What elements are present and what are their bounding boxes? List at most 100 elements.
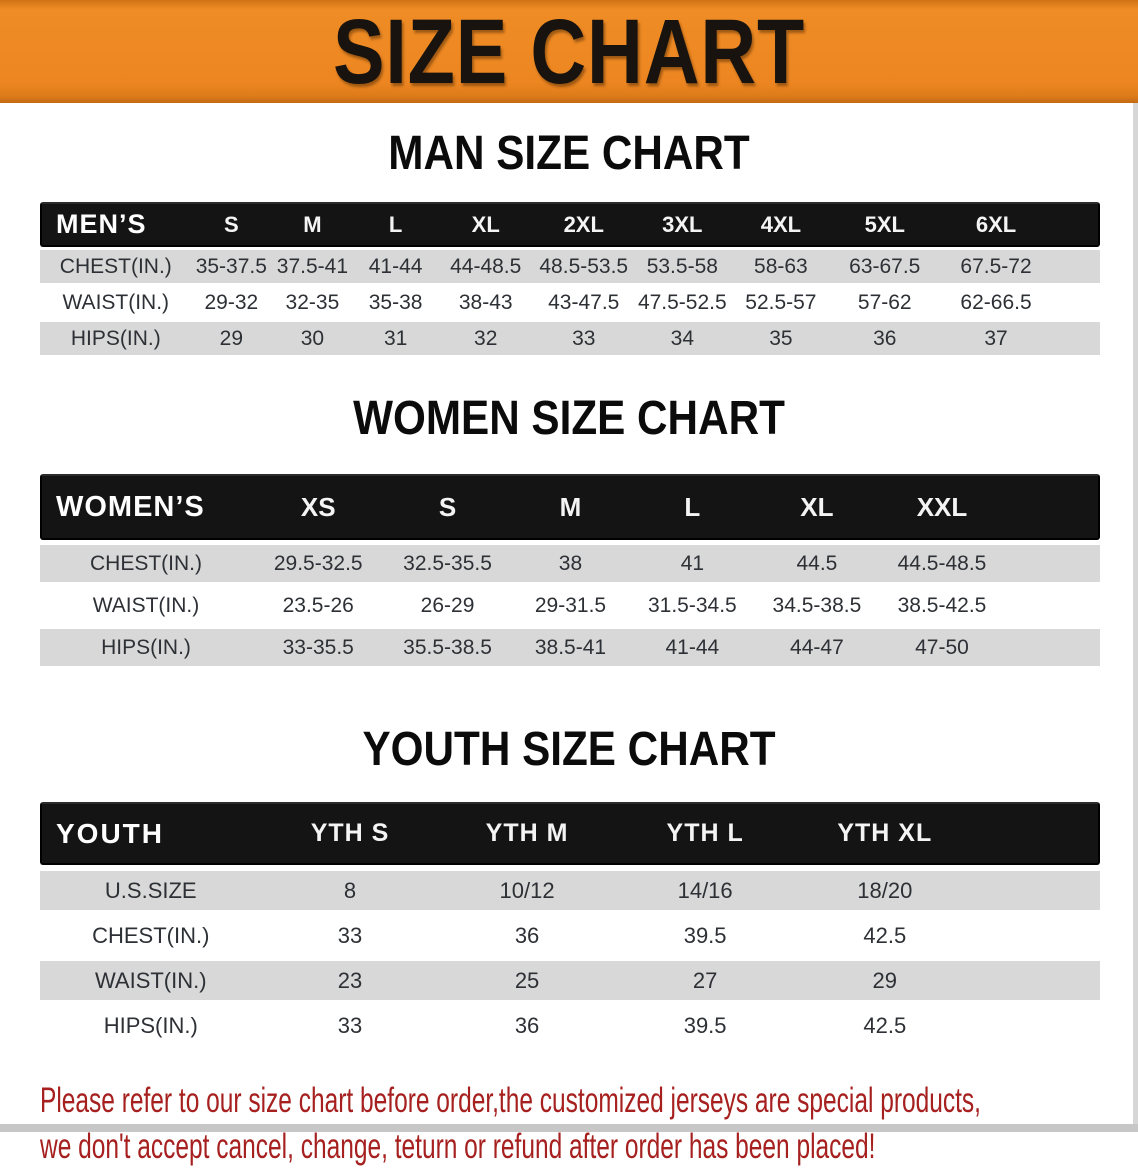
measurement-value-cell: 44-47 xyxy=(754,629,880,666)
size-column-header: M xyxy=(271,202,354,247)
measurement-value-cell: 38-43 xyxy=(437,286,534,319)
measurement-value-cell: 47.5-52.5 xyxy=(633,286,732,319)
size-table-header-row: YOUTH YTH S YTH M YTH L YTH XL xyxy=(40,802,1100,865)
section-youth: YOUTH SIZE CHART YOUTH YTH S YTH M YTH L YTH… xyxy=(0,726,1138,1051)
measurement-value-cell: 30 xyxy=(271,322,354,355)
measurement-value-cell: 38 xyxy=(510,545,631,582)
measurement-row-label: CHEST(IN.) xyxy=(40,545,252,582)
measurement-value-cell: 35-38 xyxy=(353,286,438,319)
row-filler-cell xyxy=(1053,250,1100,283)
measurement-row-label: HIPS(IN.) xyxy=(40,322,192,355)
measurement-value-cell: 36 xyxy=(438,916,616,955)
men-section-heading: MAN SIZE CHART xyxy=(388,127,750,180)
measurement-row-label: HIPS(IN.) xyxy=(40,629,252,666)
row-filler-cell xyxy=(974,1006,1100,1045)
size-chart-content: MAN SIZE CHART MEN’S S M L XL 2XL 3XL 4XL 5XL 6XL… xyxy=(0,130,1138,1170)
disclaimer-line-1: Please refer to our size chart before or… xyxy=(40,1081,981,1120)
measurement-value-cell: 37.5-41 xyxy=(271,250,354,283)
row-filler-cell xyxy=(1004,545,1100,582)
measurement-value-cell: 41-44 xyxy=(353,250,438,283)
measurement-value-cell: 26-29 xyxy=(384,587,511,624)
size-column-header: YTH S xyxy=(261,802,439,865)
size-column-header: YTH M xyxy=(438,802,616,865)
measurement-row: CHEST(IN.) 29.5-32.5 32.5-35.5 38 41 44.5 44.5… xyxy=(40,545,1100,582)
size-column-header: XL xyxy=(754,474,880,540)
youth-section-heading: YOUTH SIZE CHART xyxy=(362,723,776,776)
measurement-row: HIPS(IN.) 33 36 39.5 42.5 xyxy=(40,1006,1100,1045)
measurement-value-cell: 53.5-58 xyxy=(633,250,732,283)
measurement-row: CHEST(IN.) 33 36 39.5 42.5 xyxy=(40,916,1100,955)
measurement-value-cell: 48.5-53.5 xyxy=(533,250,634,283)
measurement-value-cell: 33 xyxy=(261,916,439,955)
measurement-value-cell: 35 xyxy=(731,322,831,355)
men-size-table: MEN’S S M L XL 2XL 3XL 4XL 5XL 6XL CHEST(IN.) 35-37… xyxy=(40,199,1100,358)
measurement-value-cell: 47-50 xyxy=(879,629,1005,666)
size-table-header-row: WOMEN’S XS S M L XL XXL xyxy=(40,474,1100,540)
measurement-value-cell: 37 xyxy=(938,322,1054,355)
measurement-value-cell: 8 xyxy=(261,871,439,910)
measurement-row-label: CHEST(IN.) xyxy=(40,916,262,955)
measurement-row: HIPS(IN.) 33-35.5 35.5-38.5 38.5-41 41-44 44-… xyxy=(40,629,1100,666)
right-edge-strip xyxy=(1133,103,1138,1132)
row-filler-cell xyxy=(974,871,1100,910)
measurement-value-cell: 39.5 xyxy=(615,1006,795,1045)
table-corner-label: YOUTH xyxy=(40,802,262,865)
measurement-row: HIPS(IN.) 29 30 31 32 33 34 35 36 37 xyxy=(40,322,1100,355)
measurement-row-label: WAIST(IN.) xyxy=(40,961,262,1000)
measurement-value-cell: 62-66.5 xyxy=(938,286,1054,319)
measurement-value-cell: 38.5-42.5 xyxy=(879,587,1005,624)
measurement-value-cell: 31.5-34.5 xyxy=(630,587,755,624)
row-filler-cell xyxy=(1053,322,1100,355)
size-column-header: 5XL xyxy=(830,202,939,247)
measurement-value-cell: 44.5-48.5 xyxy=(879,545,1005,582)
header-filler-cell xyxy=(1053,202,1100,247)
size-column-header: YTH XL xyxy=(794,802,975,865)
measurement-value-cell: 10/12 xyxy=(438,871,616,910)
measurement-value-cell: 33 xyxy=(533,322,634,355)
measurement-value-cell: 44.5 xyxy=(754,545,880,582)
measurement-value-cell: 35.5-38.5 xyxy=(384,629,511,666)
size-column-header: S xyxy=(191,202,272,247)
measurement-value-cell: 58-63 xyxy=(731,250,831,283)
measurement-value-cell: 52.5-57 xyxy=(731,286,831,319)
size-column-header: M xyxy=(510,474,631,540)
measurement-value-cell: 36 xyxy=(830,322,939,355)
measurement-value-cell: 32 xyxy=(437,322,534,355)
measurement-value-cell: 34 xyxy=(633,322,732,355)
measurement-value-cell: 35-37.5 xyxy=(191,250,272,283)
measurement-value-cell: 43-47.5 xyxy=(533,286,634,319)
size-column-header: 3XL xyxy=(633,202,732,247)
row-filler-cell xyxy=(974,916,1100,955)
measurement-value-cell: 39.5 xyxy=(615,916,795,955)
measurement-row: CHEST(IN.) 35-37.5 37.5-41 41-44 44-48.5 48.5… xyxy=(40,250,1100,283)
measurement-value-cell: 63-67.5 xyxy=(830,250,939,283)
size-column-header: XXL xyxy=(879,474,1005,540)
measurement-row-label: WAIST(IN.) xyxy=(40,286,192,319)
measurement-value-cell: 33 xyxy=(261,1006,439,1045)
measurement-value-cell: 18/20 xyxy=(794,871,975,910)
size-table-header-row: MEN’S S M L XL 2XL 3XL 4XL 5XL 6XL xyxy=(40,202,1100,247)
measurement-value-cell: 29 xyxy=(191,322,272,355)
measurement-value-cell: 14/16 xyxy=(615,871,795,910)
measurement-value-cell: 42.5 xyxy=(794,1006,975,1045)
measurement-row: WAIST(IN.) 23.5-26 26-29 29-31.5 31.5-34.5 34… xyxy=(40,587,1100,624)
measurement-value-cell: 23 xyxy=(261,961,439,1000)
row-filler-cell xyxy=(1004,629,1100,666)
measurement-value-cell: 29.5-32.5 xyxy=(251,545,385,582)
row-filler-cell xyxy=(1004,587,1100,624)
bottom-edge-strip xyxy=(0,1124,1138,1132)
measurement-value-cell: 44-48.5 xyxy=(437,250,534,283)
measurement-value-cell: 32-35 xyxy=(271,286,354,319)
youth-size-table: YOUTH YTH S YTH M YTH L YTH XL U.S.SIZE 8 10/12… xyxy=(40,796,1100,1051)
measurement-value-cell: 57-62 xyxy=(830,286,939,319)
measurement-value-cell: 29-32 xyxy=(191,286,272,319)
measurement-value-cell: 36 xyxy=(438,1006,616,1045)
measurement-value-cell: 33-35.5 xyxy=(251,629,385,666)
size-column-header: 2XL xyxy=(533,202,634,247)
women-size-table: WOMEN’S XS S M L XL XXL CHEST(IN.) 29.5-32.5 32.5… xyxy=(40,469,1100,671)
measurement-value-cell: 38.5-41 xyxy=(510,629,631,666)
measurement-row-label: HIPS(IN.) xyxy=(40,1006,262,1045)
section-men: MAN SIZE CHART MEN’S S M L XL 2XL 3XL 4XL 5XL 6XL… xyxy=(0,130,1138,358)
measurement-row-label: CHEST(IN.) xyxy=(40,250,192,283)
table-corner-label: MEN’S xyxy=(40,202,192,247)
